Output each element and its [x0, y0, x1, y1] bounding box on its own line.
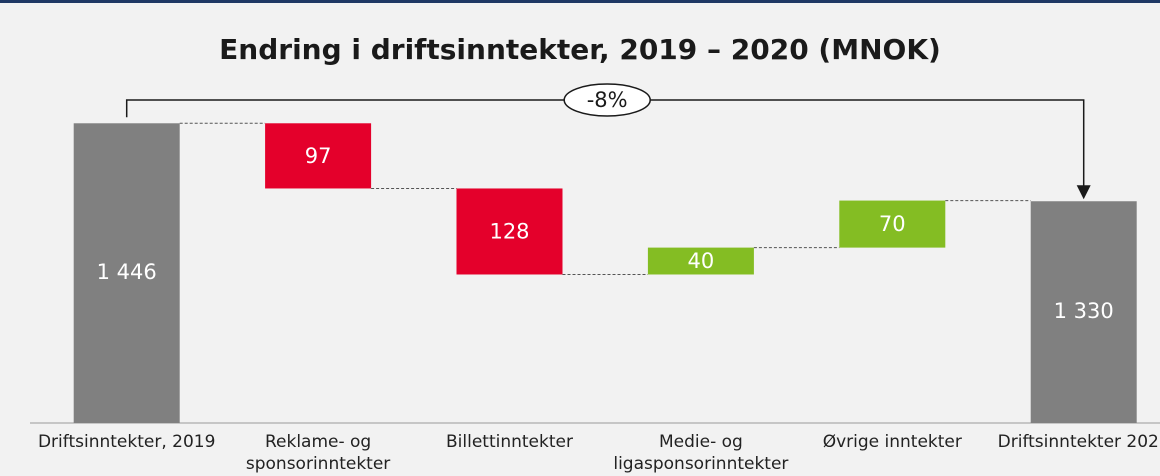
chart: Endring i driftsinntekter, 2019 – 2020 (… [30, 33, 1160, 424]
bar [265, 123, 372, 189]
value-label: 97 [305, 144, 332, 168]
bar [839, 200, 946, 248]
bar [647, 247, 754, 275]
chart-title: Endring i driftsinntekter, 2019 – 2020 (… [219, 33, 941, 66]
value-label: 1 330 [1054, 299, 1114, 323]
value-label: 40 [688, 249, 715, 273]
bar [73, 123, 180, 424]
annotation-oval [563, 83, 651, 117]
value-label: 1 446 [97, 260, 157, 284]
x-tick-label: Driftsinntekter, 2019 [37, 432, 216, 452]
value-label: 128 [489, 219, 529, 243]
annotation: -8% [587, 88, 628, 112]
x-tick-label: Øvrige inntekter [822, 432, 962, 452]
bar [456, 188, 563, 275]
value-label: 70 [879, 212, 906, 236]
x-tick-label: Driftsinntekter 2020 [997, 432, 1160, 452]
bar [1030, 201, 1137, 423]
arrow-head [1076, 185, 1091, 200]
x-tick-label: Reklame- og sponsorinntekter [245, 432, 391, 474]
x-tick-label: Billettinntekter [446, 432, 573, 452]
x-tick-label: Medie- og ligasponsorinntekter [613, 432, 789, 474]
